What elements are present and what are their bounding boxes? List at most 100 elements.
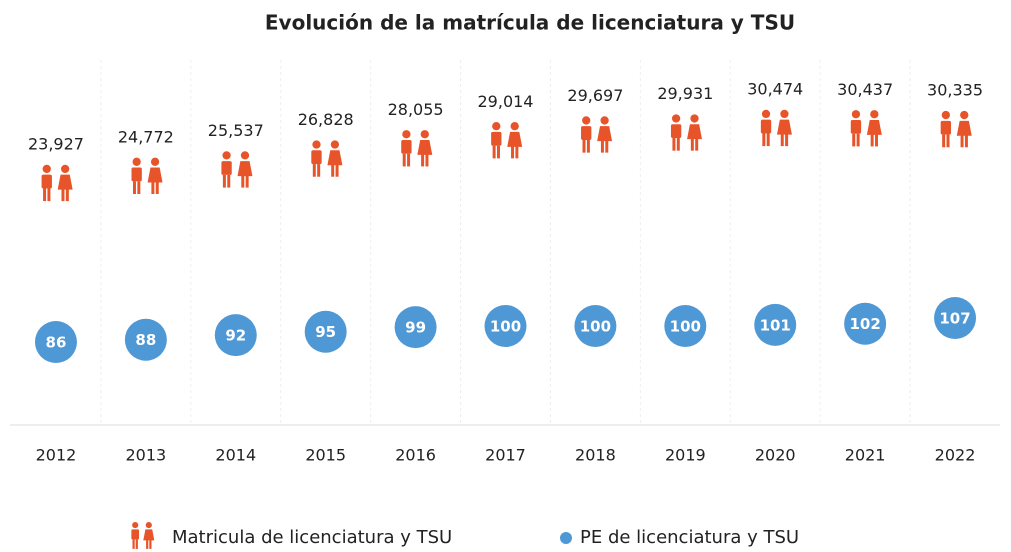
x-tick-label: 2018 — [575, 446, 616, 465]
icon-body — [417, 139, 433, 155]
icon-leg — [222, 174, 226, 188]
x-tick-label: 2019 — [665, 446, 706, 465]
icon-leg — [43, 188, 47, 202]
icon-leg — [421, 153, 425, 167]
icon-leg — [780, 133, 784, 147]
pictogram-icon — [581, 116, 613, 153]
icon-head — [132, 522, 139, 529]
value-label: 29,014 — [478, 92, 534, 111]
value-label: 23,927 — [28, 135, 84, 154]
icon-body — [866, 119, 882, 135]
bubble — [574, 305, 617, 347]
legend-icon — [131, 522, 155, 549]
icon-body — [237, 161, 253, 177]
icon-head — [145, 522, 152, 529]
icon-body — [597, 126, 613, 142]
icon-body — [507, 131, 523, 147]
value-label: 30,437 — [837, 80, 893, 99]
icon-body — [670, 124, 682, 139]
x-tick-label: 2014 — [215, 446, 256, 465]
value-label: 30,474 — [747, 80, 803, 99]
bubble — [394, 306, 437, 349]
icon-body — [776, 119, 792, 135]
legend-label: Matricula de licenciatura y TSU — [172, 527, 452, 548]
icon-head — [61, 164, 70, 174]
icon-head — [761, 109, 771, 119]
pictogram-icon — [131, 157, 163, 195]
x-tick-label: 2021 — [845, 446, 886, 465]
value-label: 99 — [405, 319, 426, 337]
icon-head — [150, 157, 160, 166]
icon-body — [327, 150, 343, 166]
icon-leg — [695, 138, 699, 151]
value-label: 24,772 — [118, 127, 174, 146]
icon-head — [312, 140, 321, 149]
icon-head — [402, 130, 411, 139]
bubble — [484, 305, 527, 347]
icon-leg — [137, 181, 141, 195]
icon-leg — [875, 133, 879, 147]
icon-leg — [766, 133, 770, 147]
icon-head — [510, 122, 519, 131]
value-label: 92 — [225, 327, 246, 345]
x-tick-label: 2022 — [935, 446, 976, 465]
icon-leg — [496, 145, 500, 159]
icon-body — [57, 174, 73, 190]
icon-leg — [870, 133, 874, 147]
icon-head — [222, 151, 231, 160]
icon-leg — [146, 539, 149, 549]
value-label: 25,537 — [208, 121, 264, 140]
icon-head — [240, 151, 250, 160]
value-label: 100 — [670, 318, 701, 336]
icon-leg — [600, 139, 604, 153]
icon-body — [850, 119, 862, 134]
pictogram-icon — [940, 110, 972, 148]
icon-body — [401, 139, 412, 154]
icon-leg — [135, 539, 138, 549]
icon-leg — [586, 139, 590, 153]
icon-body — [143, 529, 155, 541]
pictogram-icon — [760, 109, 792, 147]
value-label: 30,335 — [927, 81, 983, 100]
icon-leg — [582, 139, 586, 153]
icon-leg — [852, 133, 856, 147]
icon-leg — [762, 133, 766, 147]
value-label: 95 — [315, 323, 336, 341]
icon-body — [491, 131, 502, 146]
icon-head — [42, 164, 51, 174]
icon-leg — [690, 138, 694, 151]
icon-head — [941, 110, 950, 120]
pictogram-icon — [41, 164, 73, 202]
x-tick-label: 2017 — [485, 446, 526, 465]
legend-icon — [560, 532, 572, 544]
icon-leg — [335, 164, 339, 177]
icon-body — [41, 174, 52, 189]
icon-leg — [407, 153, 411, 167]
icon-body — [131, 167, 142, 182]
icon-head — [671, 114, 681, 123]
x-tick-label: 2012 — [36, 446, 77, 465]
chart-title: Evolución de la matrícula de licenciatur… — [265, 11, 795, 35]
bubble — [664, 305, 707, 347]
icon-leg — [964, 134, 968, 148]
value-label: 86 — [46, 334, 67, 352]
bubble — [124, 318, 167, 361]
icon-leg — [331, 164, 335, 177]
pictogram-icon — [221, 151, 253, 188]
icon-head — [960, 110, 969, 120]
bubble — [934, 297, 977, 339]
icon-body — [940, 120, 952, 135]
icon-leg — [515, 145, 519, 159]
value-label: 100 — [490, 318, 521, 336]
bubble — [754, 303, 797, 346]
bubble — [304, 310, 347, 353]
icon-leg — [942, 134, 946, 148]
pictogram-icon — [850, 110, 882, 147]
icon-leg — [61, 188, 65, 202]
bubble — [844, 302, 887, 345]
icon-leg — [672, 138, 676, 151]
value-label: 88 — [135, 331, 156, 349]
x-tick-label: 2015 — [305, 446, 346, 465]
icon-head — [870, 110, 879, 119]
